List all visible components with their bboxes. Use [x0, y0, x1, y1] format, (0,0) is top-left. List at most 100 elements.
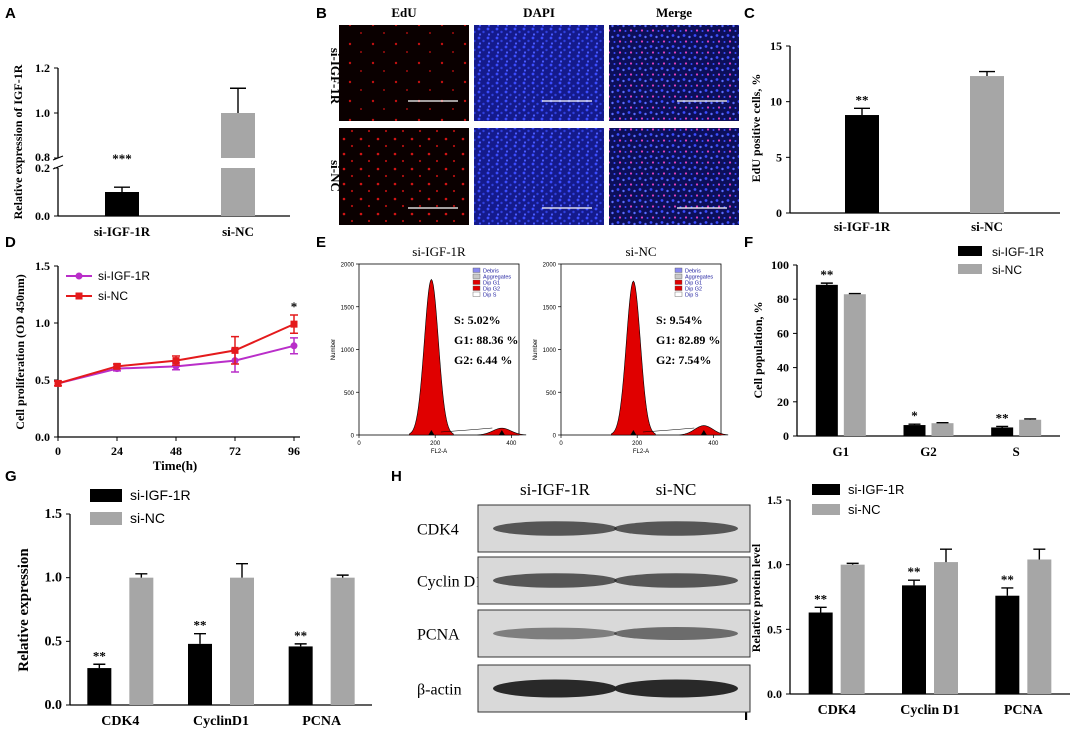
panel-g-bar-si-nc [230, 577, 254, 705]
flow-xtick: 200 [632, 441, 643, 447]
flow-histogram-si-igf-1r: si-IGF-1R 0 500 1000 1500 2000 0 200 400 FL2-A Num… [331, 244, 527, 455]
panel-g-errorbar [93, 663, 106, 669]
panel-g-ytick: 0.0 [45, 698, 63, 713]
flow-legend-swatch [674, 279, 683, 285]
panel-h-western-blot: si-IGF-1R si-NC CDK4 Cyclin D1 PCNA β-actin [417, 480, 751, 713]
panel-i-ylabel: Relative protein level [749, 543, 763, 652]
flow-legend-swatch [472, 279, 481, 285]
panel-i-errorbar [1033, 548, 1046, 560]
panel-c-yticks: 0 5 10 15 [770, 39, 790, 220]
panel-letter-e: E [316, 234, 326, 251]
panel-d-legend: si-IGF-1R si-NC [66, 269, 150, 303]
flow-legend-swatch [674, 273, 683, 279]
flow-legend-label: Dip S [483, 293, 497, 299]
panel-d-chart: 0.0 0.5 1.0 1.5 0 24 48 72 96 Cell proliferatio… [13, 259, 300, 473]
blot-column-header: si-NC [656, 480, 697, 499]
panel-i-significance: ** [1001, 572, 1014, 587]
dapi-image-si-nc [474, 128, 604, 225]
panel-i-bar-si-igf-1r [902, 585, 926, 694]
panel-g-ytick: 0.5 [45, 634, 63, 649]
panel-i-ytick: 0.5 [767, 622, 782, 636]
panel-c-category: si-NC [971, 219, 1003, 234]
legend-swatch-si-nc [812, 504, 840, 515]
panel-letter-d: D [5, 234, 16, 251]
panel-g-category: CDK4 [101, 714, 139, 729]
panel-f-errorbar [996, 425, 1009, 428]
panel-i-errorbar [846, 562, 859, 565]
panel-f-errorbar [1024, 418, 1037, 420]
panel-d-ylabel: Cell proliferation (OD 450nm) [13, 274, 27, 429]
panel-a-ytick: 1.2 [35, 61, 50, 75]
panel-g-bar-si-igf-1r [188, 643, 212, 705]
flow-ylabel: Number [533, 339, 539, 360]
flow-legend-label: Debris [483, 269, 499, 275]
flow-legend-swatch [472, 285, 481, 291]
legend-label-si-nc: si-NC [992, 263, 1022, 277]
flow-legend-swatch [472, 291, 481, 297]
panel-f-significance: * [911, 408, 918, 423]
panel-letter-a: A [5, 5, 16, 22]
panel-i-bar-si-nc [840, 564, 865, 694]
panel-a-errorbar [230, 87, 246, 113]
panel-d-ytick: 0.0 [35, 430, 50, 444]
panel-g-errorbar [236, 562, 248, 578]
flow-legend-label: Aggregates [483, 275, 511, 281]
panel-c-errorbar [854, 107, 870, 116]
panel-b-column-header: EdU [391, 5, 417, 20]
panel-d-xticks: 0 24 48 72 96 [55, 437, 300, 458]
flow-histogram-si-nc: si-NC 0 500 1000 1500 2000 0 200 400 FL2-A Number S… [533, 244, 729, 455]
panel-c-errorbar [979, 70, 995, 77]
panel-c-chart: 0 5 10 15 EdU positive cells, % ** si-IGF-1… [749, 39, 1060, 234]
panel-letter-i: I [744, 707, 748, 724]
legend-marker-si-nc [75, 292, 83, 300]
panel-a-ytick: 0.0 [35, 209, 50, 223]
panel-i-significance: ** [814, 591, 827, 606]
panel-letter-h: H [391, 468, 402, 485]
legend-label-si-igf-1r: si-IGF-1R [992, 245, 1044, 259]
panel-f-marks: *** ** [815, 267, 1042, 436]
legend-label-si-igf-1r: si-IGF-1R [98, 269, 150, 283]
panel-d-ytick: 1.5 [35, 259, 50, 273]
flow-title: si-IGF-1R [412, 244, 466, 259]
legend-label-si-nc: si-NC [130, 510, 165, 526]
legend-swatch-si-nc [90, 512, 122, 525]
panel-i-chart: 0.00.51.01.5 Relative protein level ****… [749, 482, 1070, 718]
panel-f-bar-si-igf-1r [991, 427, 1014, 436]
panel-d-xtick: 24 [111, 444, 123, 458]
merge-image-si-igf-1r [609, 25, 739, 121]
panel-i-category: CDK4 [818, 703, 856, 718]
panel-d-xtick: 0 [55, 444, 61, 458]
dapi-image-si-igf-1r [474, 25, 604, 121]
panel-f-ylabel: Cell population, % [751, 301, 765, 398]
panel-d-xtick: 72 [229, 444, 241, 458]
blot-band [493, 521, 617, 536]
flow-xlabel: FL2-A [431, 449, 447, 455]
panel-d-point [54, 379, 62, 387]
flow-stat: S: 9.54% [656, 313, 703, 327]
flow-xtick: 400 [708, 441, 719, 447]
panel-f-ytick: 20 [777, 395, 789, 409]
panel-f-errorbar [848, 292, 861, 295]
panel-g-ytick: 1.0 [45, 571, 63, 586]
panel-i-category: Cyclin D1 [900, 703, 960, 718]
panel-f-ytick: 0 [783, 429, 789, 443]
flow-legend-label: Dip G2 [483, 287, 500, 293]
flow-stat: G1: 88.36 % [454, 333, 518, 347]
panel-f-category: G1 [833, 444, 850, 459]
panel-g-marks: ** ** ** [87, 562, 355, 705]
panel-b-column-header: Merge [656, 5, 692, 20]
flow-legend-label: Aggregates [685, 275, 713, 281]
panel-i-legend: si-IGF-1R si-NC [812, 482, 904, 517]
panel-f-ytick: 80 [777, 292, 789, 306]
flow-legend-swatch [674, 291, 683, 297]
flow-ytick: 2000 [543, 263, 557, 269]
panel-i-ytick: 0.0 [767, 687, 782, 701]
flow-ytick: 0 [553, 434, 557, 440]
panel-f-category: S [1013, 444, 1020, 459]
panel-f-errorbar [820, 282, 833, 285]
panel-g-category: CyclinD1 [193, 714, 249, 729]
panel-i-bar-si-nc [1027, 559, 1052, 694]
edu-image-si-igf-1r [339, 25, 469, 121]
panel-i-ytick: 1.0 [767, 558, 782, 572]
blot-row-label: Cyclin D1 [417, 574, 483, 591]
